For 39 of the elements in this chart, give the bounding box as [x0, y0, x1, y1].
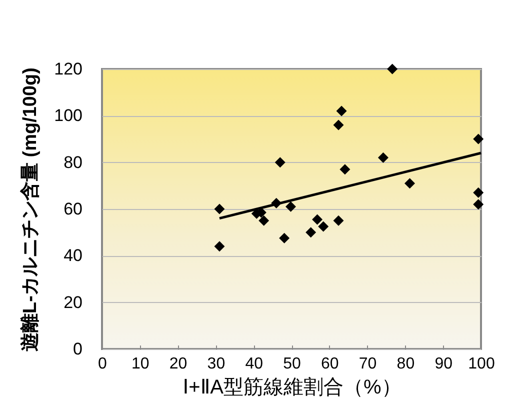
- x-tick-label: 20: [169, 356, 188, 372]
- point: [214, 204, 225, 214]
- x-tick-label: 100: [468, 356, 495, 372]
- point: [473, 199, 484, 210]
- x-tick-label: 60: [321, 356, 339, 372]
- point: [378, 152, 388, 163]
- point: [473, 187, 484, 198]
- point: [279, 232, 290, 244]
- y-axis-title: 遊離L-カルニチン含量 (mg/100g): [19, 68, 42, 352]
- y-tick-label: 100: [54, 106, 82, 126]
- x-tick-label: 0: [98, 356, 108, 372]
- point: [318, 221, 329, 232]
- y-tick-label: 80: [64, 152, 82, 172]
- point: [214, 241, 225, 252]
- x-tick-label: 50: [283, 356, 301, 372]
- point: [286, 201, 296, 212]
- point: [274, 157, 286, 168]
- point: [404, 178, 415, 189]
- point: [387, 64, 398, 74]
- point: [473, 134, 484, 144]
- x-tick-label: 80: [396, 356, 415, 372]
- x-tick-label: 30: [207, 356, 226, 372]
- x-tick-label: 70: [358, 356, 377, 372]
- point: [340, 164, 350, 175]
- x-tick-label: 90: [434, 356, 453, 372]
- point: [333, 120, 344, 130]
- y-tick-label: 40: [64, 246, 82, 266]
- point: [258, 215, 270, 226]
- x-axis-title: Ⅰ+ⅡA型筋線維割合（%）: [182, 376, 402, 398]
- point: [333, 215, 344, 226]
- point: [306, 227, 316, 238]
- point: [336, 106, 347, 116]
- y-tick-label: 0: [73, 340, 82, 358]
- x-tick-label: 40: [245, 356, 264, 372]
- y-tick-label: 20: [64, 292, 82, 312]
- x-tick-label: 10: [132, 356, 150, 372]
- y-tick-label: 60: [64, 200, 82, 218]
- point: [312, 214, 323, 225]
- y-tick-label: 120: [54, 60, 82, 78]
